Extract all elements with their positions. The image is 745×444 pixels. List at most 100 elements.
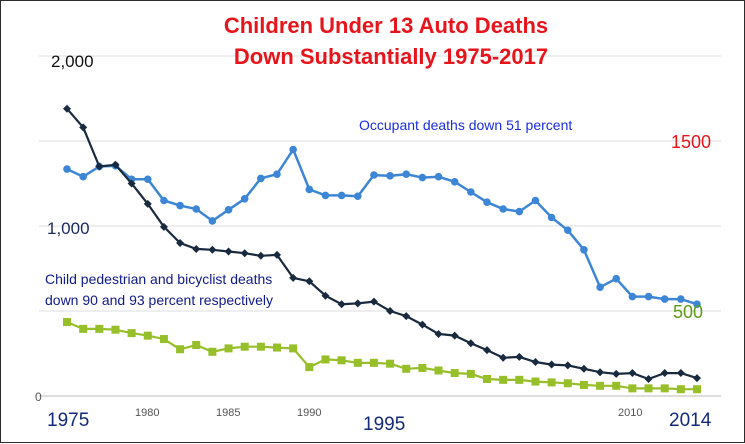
point-bicyclist-1993 bbox=[353, 358, 362, 367]
point-bicyclist-2000 bbox=[466, 369, 475, 378]
point-pedestrian-2002 bbox=[499, 353, 508, 362]
series-line-bicyclist bbox=[66, 321, 697, 391]
point-occupant-1980 bbox=[143, 175, 152, 184]
point-pedestrian-1985 bbox=[224, 247, 233, 256]
point-bicyclist-1979 bbox=[127, 329, 136, 338]
x-tick-1995: 1995 bbox=[363, 414, 405, 435]
point-pedestrian-2007 bbox=[579, 364, 588, 373]
point-bicyclist-1989 bbox=[289, 344, 298, 353]
point-bicyclist-1992 bbox=[337, 356, 346, 365]
point-pedestrian-2000 bbox=[466, 339, 475, 348]
point-pedestrian-2005 bbox=[547, 360, 556, 369]
point-pedestrian-1980 bbox=[143, 199, 152, 208]
point-bicyclist-1994 bbox=[369, 358, 378, 367]
y-label-right-500: 500 bbox=[673, 302, 703, 322]
occupant-annotation: Occupant deaths down 51 percent bbox=[359, 117, 572, 133]
point-pedestrian-1992 bbox=[337, 300, 346, 309]
point-occupant-2009 bbox=[612, 274, 621, 283]
series-line-occupant bbox=[66, 146, 698, 306]
chart-title-line-2: Down Substantially 1975-2017 bbox=[234, 44, 548, 69]
point-bicyclist-1991 bbox=[321, 355, 330, 364]
point-pedestrian-1993 bbox=[353, 299, 362, 308]
point-occupant-1976 bbox=[79, 172, 87, 181]
point-occupant-2004 bbox=[531, 196, 540, 205]
point-occupant-2005 bbox=[547, 213, 556, 222]
x-tick-2010: 2010 bbox=[618, 407, 642, 419]
point-occupant-1998 bbox=[434, 172, 443, 181]
y-label-0: 0 bbox=[35, 390, 42, 404]
point-pedestrian-2009 bbox=[612, 369, 621, 378]
point-pedestrian-2010 bbox=[628, 369, 637, 378]
point-bicyclist-1980 bbox=[143, 331, 152, 340]
point-occupant-1991 bbox=[321, 191, 330, 200]
x-tick-1980: 1980 bbox=[135, 407, 159, 419]
point-bicyclist-1987 bbox=[256, 342, 265, 351]
point-bicyclist-2003 bbox=[515, 375, 524, 384]
point-occupant-1982 bbox=[176, 201, 184, 210]
point-occupant-2000 bbox=[467, 188, 475, 196]
point-occupant-1999 bbox=[450, 178, 459, 186]
point-occupant-1990 bbox=[305, 185, 314, 194]
x-tick-1975: 1975 bbox=[47, 410, 89, 431]
point-occupant-2012 bbox=[660, 295, 669, 303]
point-bicyclist-1999 bbox=[450, 369, 459, 378]
point-bicyclist-1995 bbox=[386, 359, 395, 368]
point-occupant-1981 bbox=[160, 196, 168, 205]
x-tick-1985: 1985 bbox=[216, 407, 240, 419]
y-label-2000: 2,000 bbox=[51, 52, 94, 71]
point-occupant-2011 bbox=[644, 292, 653, 301]
point-pedestrian-1988 bbox=[273, 250, 281, 259]
point-bicyclist-2011 bbox=[644, 384, 653, 393]
pedestrian-annotation-line-1: Child pedestrian and bicyclist deaths bbox=[45, 271, 272, 287]
point-pedestrian-2004 bbox=[531, 358, 540, 366]
series-line-pedestrian bbox=[66, 107, 698, 381]
point-bicyclist-1997 bbox=[418, 363, 427, 372]
series-layer bbox=[63, 104, 701, 394]
point-pedestrian-2003 bbox=[515, 352, 524, 361]
point-bicyclist-1975 bbox=[63, 318, 71, 327]
point-pedestrian-1975 bbox=[63, 104, 71, 113]
point-pedestrian-1994 bbox=[369, 297, 378, 306]
point-bicyclist-1978 bbox=[111, 325, 120, 334]
grid-lines bbox=[39, 55, 721, 397]
point-bicyclist-1977 bbox=[95, 324, 104, 333]
point-occupant-2006 bbox=[563, 226, 572, 235]
point-bicyclist-1976 bbox=[79, 324, 88, 333]
point-pedestrian-1998 bbox=[434, 329, 443, 338]
point-pedestrian-1997 bbox=[418, 320, 427, 329]
point-bicyclist-1981 bbox=[159, 335, 168, 344]
point-pedestrian-1986 bbox=[240, 249, 249, 258]
point-occupant-2013 bbox=[677, 295, 685, 303]
series-bicyclist bbox=[63, 318, 701, 394]
point-bicyclist-1998 bbox=[434, 366, 443, 375]
point-bicyclist-1983 bbox=[192, 341, 201, 349]
point-pedestrian-1977 bbox=[95, 162, 104, 171]
point-occupant-1988 bbox=[273, 170, 281, 178]
point-bicyclist-1984 bbox=[208, 347, 217, 356]
point-bicyclist-2008 bbox=[596, 381, 605, 390]
point-pedestrian-1982 bbox=[176, 239, 185, 247]
point-occupant-2002 bbox=[499, 205, 507, 213]
point-pedestrian-1984 bbox=[208, 245, 217, 254]
y-label-right-1500: 1500 bbox=[671, 132, 711, 152]
point-occupant-1986 bbox=[240, 195, 249, 203]
point-bicyclist-2006 bbox=[563, 379, 572, 388]
point-pedestrian-2012 bbox=[660, 369, 669, 378]
point-bicyclist-2009 bbox=[612, 381, 621, 390]
point-bicyclist-2001 bbox=[483, 375, 491, 383]
point-occupant-1984 bbox=[208, 217, 217, 225]
point-occupant-1983 bbox=[192, 205, 201, 213]
point-bicyclist-2010 bbox=[628, 384, 637, 393]
point-bicyclist-2014 bbox=[693, 385, 701, 394]
point-occupant-1994 bbox=[370, 171, 378, 179]
point-pedestrian-2008 bbox=[596, 368, 605, 377]
point-pedestrian-2006 bbox=[563, 361, 572, 370]
y-label-1000: 1,000 bbox=[47, 219, 90, 238]
point-bicyclist-1985 bbox=[224, 344, 233, 353]
point-bicyclist-2012 bbox=[660, 384, 669, 393]
point-occupant-1975 bbox=[63, 165, 71, 173]
point-occupant-2010 bbox=[628, 292, 637, 301]
point-bicyclist-1996 bbox=[402, 364, 411, 373]
